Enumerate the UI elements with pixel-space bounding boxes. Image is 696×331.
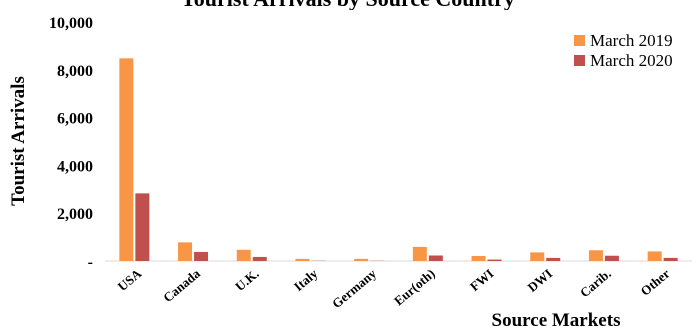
bar-fwi-march-2020 [487,259,502,261]
chart-title-clip: Tourist Arrivals by Source Country [0,0,696,10]
bar-dwi-march-2019 [530,252,545,261]
x-tick-label: Carib. [577,266,614,300]
bar-carib--march-2019 [588,250,603,261]
x-tick-label: Canada [160,265,203,305]
x-tick-label: Eur(oth) [391,266,438,309]
bar-eur-oth--march-2020 [428,255,443,261]
bar-canada-march-2019 [178,242,193,261]
x-tick-label: Italy [291,265,321,294]
bar-u-k--march-2020 [252,256,267,261]
bar-carib--march-2020 [604,255,619,261]
chart-title: Tourist Arrivals by Source Country [0,0,696,10]
bar-other-march-2020 [663,257,678,261]
legend-label: March 2019 [590,31,673,50]
legend-swatch [574,55,585,66]
bar-germany-march-2019 [354,258,369,261]
y-tick-label: 10,000 [49,15,93,32]
y-tick-label: 2,000 [57,206,93,223]
bar-canada-march-2020 [194,251,209,261]
bar-usa-march-2020 [135,193,150,261]
y-tick-label: 8,000 [57,63,93,80]
x-tick-label: USA [115,265,145,294]
x-tick-label: DWI [525,266,556,295]
bar-other-march-2019 [647,251,662,261]
x-tick-label: Other [637,266,672,299]
bar-fwi-march-2019 [471,255,486,261]
y-axis-title: Tourist Arrivals [8,76,29,206]
x-axis-category-labels: USA Canada U.K. Italy Germany Eur(oth) FWI DWI C… [115,265,673,311]
x-tick-label: Germany [329,265,379,311]
bar-dwi-march-2020 [546,257,561,261]
y-tick-label: - [88,254,93,271]
y-axis-ticks: - 2,000 4,000 6,000 8,000 10,000 [49,15,93,271]
y-tick-label: 6,000 [57,111,93,128]
legend-label: March 2020 [590,51,673,70]
bar-eur-oth--march-2019 [412,246,427,261]
x-tick-label: U.K. [232,266,262,294]
y-tick-label: 4,000 [57,158,93,175]
bar-u-k--march-2019 [236,249,251,261]
bar-italy-march-2019 [295,258,310,261]
legend-swatch [574,35,585,46]
x-tick-label: FWI [467,266,497,294]
bars [119,58,678,261]
bar-usa-march-2019 [119,58,134,261]
x-axis-title: Source Markets [492,310,621,331]
